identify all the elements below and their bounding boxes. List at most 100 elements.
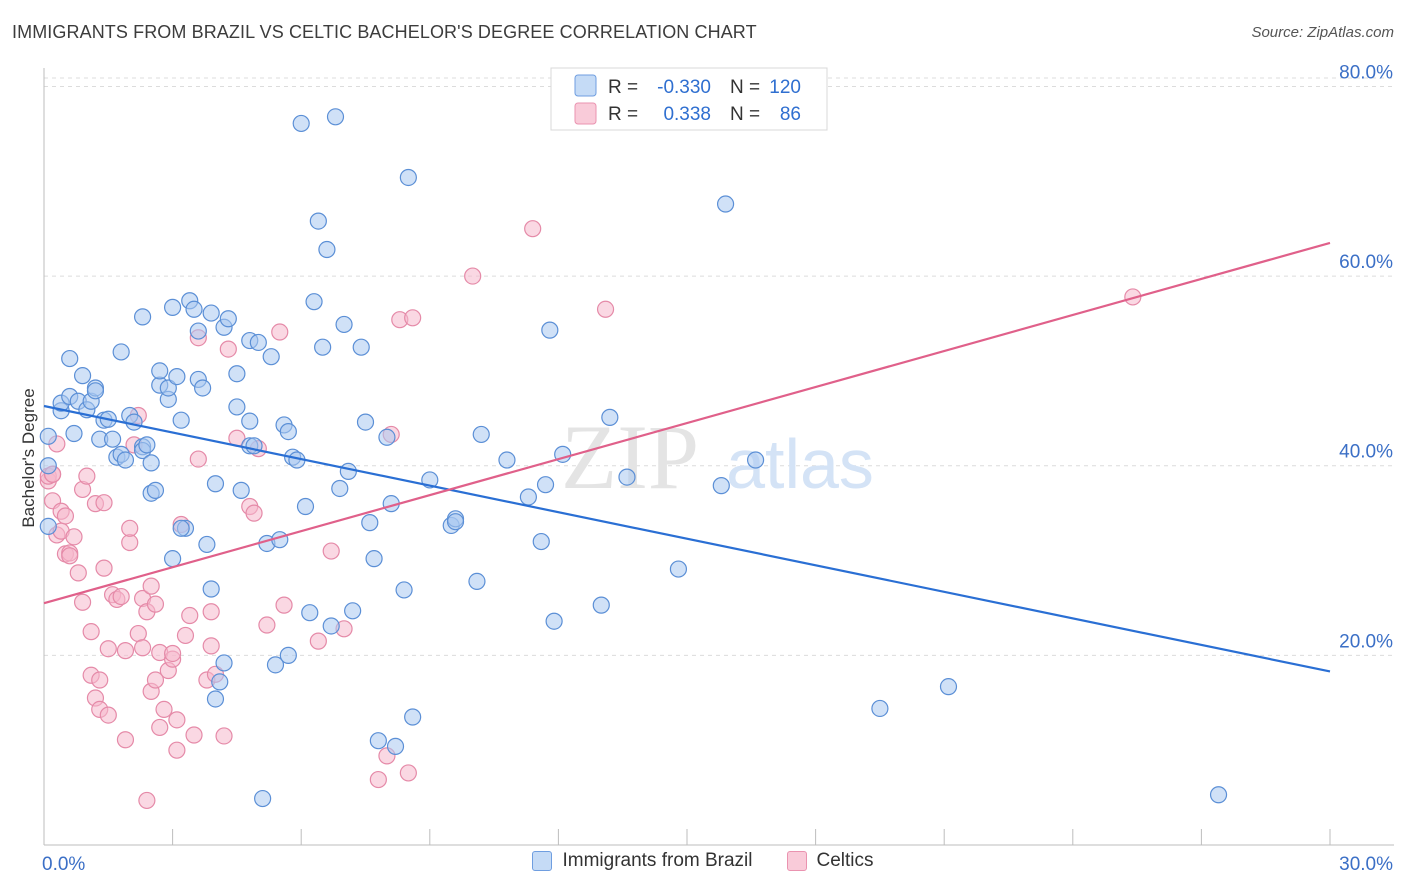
brazil-points [39, 108, 1228, 808]
brazil-point-28 [142, 454, 160, 472]
celtics-point-61 [202, 637, 220, 655]
legend-swatch-brazil [574, 74, 597, 97]
brazil-point-87 [361, 514, 379, 532]
brazil-point-109 [592, 596, 610, 614]
brazil-point-100 [468, 572, 486, 591]
y-axis-label: Bachelor's Degree [19, 388, 38, 527]
celtics-point-64 [219, 340, 237, 358]
legend-r-value-brazil: -0.330 [657, 77, 711, 98]
celtics-point-30 [116, 731, 135, 749]
celtics-point-37 [133, 639, 152, 657]
celtics-point-17 [82, 623, 100, 641]
brazil-point-26 [133, 308, 152, 326]
celtics-point-25 [99, 640, 117, 658]
brazil-point-45 [198, 535, 216, 554]
trend-line-brazil [43, 404, 1331, 673]
grid-layer [44, 77, 1394, 656]
brazil-point-92 [386, 737, 405, 755]
celtics-point-55 [181, 606, 199, 625]
brazil-point-41 [185, 300, 203, 318]
legend-n-value-celtics: 86 [780, 104, 801, 125]
legend-item-brazil[interactable]: Immigrants from Brazil [532, 850, 753, 872]
brazil-point-68 [279, 422, 297, 441]
brazil-point-2 [39, 457, 57, 475]
legend-r-value-celtics: 0.338 [663, 104, 711, 125]
source-credit: Source: ZipAtlas.com [1251, 24, 1394, 41]
brazil-point-0 [39, 517, 57, 536]
brazil-point-93 [395, 581, 413, 599]
brazil-point-57 [241, 412, 259, 430]
brazil-point-23 [125, 413, 143, 431]
legend-item-celtics[interactable]: Celtics [786, 850, 874, 872]
brazil-point-43 [189, 322, 207, 340]
legend-r-label-celtics: R = [608, 104, 638, 125]
legend-swatch-brazil-bottom [532, 851, 553, 871]
celtics-point-31 [116, 642, 135, 660]
brazil-point-49 [206, 690, 225, 708]
celtics-point-11 [61, 547, 79, 565]
legend-n-label-brazil: N = [730, 77, 760, 98]
brazil-point-110 [601, 408, 619, 426]
brazil-point-117 [939, 678, 958, 696]
brazil-point-90 [378, 428, 396, 446]
celtics-point-50 [164, 644, 182, 663]
celtics-point-75 [369, 770, 387, 789]
trend-line-celtics [43, 241, 1331, 605]
brazil-point-61 [249, 333, 267, 352]
brazil-point-51 [215, 654, 233, 672]
celtics-point-72 [309, 632, 327, 650]
legend-r-label-brazil: R = [608, 77, 638, 98]
celtics-point-43 [146, 595, 165, 613]
celtics-point-58 [189, 450, 207, 468]
brazil-point-111 [618, 468, 636, 486]
brazil-point-116 [871, 699, 889, 718]
brazil-point-27 [138, 436, 156, 454]
legend-stats-box: R = -0.330 N = 120 R = 0.338 N = 86 [550, 67, 828, 131]
celtics-point-24 [95, 494, 113, 512]
brazil-point-64 [262, 348, 280, 366]
brazil-point-88 [365, 550, 383, 568]
brazil-point-112 [669, 560, 688, 578]
brazil-point-113 [712, 477, 730, 495]
celtics-point-73 [322, 542, 340, 560]
brazil-point-62 [254, 789, 272, 808]
celtics-point-12 [65, 528, 83, 546]
celtics-point-45 [151, 718, 169, 737]
brazil-point-37 [168, 367, 186, 386]
brazil-point-38 [172, 411, 190, 429]
y-tick-label-2: 60.0% [1339, 252, 1393, 273]
y-tick-label-1: 40.0% [1339, 442, 1393, 463]
celtics-point-35 [129, 624, 147, 643]
brazil-point-103 [519, 488, 537, 506]
celtics-point-13 [69, 564, 87, 582]
brazil-point-30 [146, 481, 165, 499]
celtics-point-41 [142, 577, 160, 595]
brazil-point-79 [322, 617, 340, 635]
brazil-point-72 [292, 114, 310, 133]
series-legend: Immigrants from Brazil Celtics [0, 850, 1406, 872]
axis-layer: 20.0% 40.0% 60.0% 80.0% 0.0% 30.0% [42, 62, 1394, 875]
brazil-point-102 [498, 451, 516, 469]
brazil-point-50 [211, 673, 229, 691]
y-tick-label-3: 80.0% [1339, 62, 1393, 83]
brazil-point-119 [172, 519, 190, 537]
celtics-point-23 [95, 559, 113, 577]
brazil-point-47 [202, 580, 220, 598]
celtics-point-70 [271, 323, 289, 341]
celtics-point-56 [185, 726, 203, 744]
brazil-point-21 [116, 451, 135, 469]
brazil-point-84 [344, 602, 362, 620]
celtics-point-63 [215, 727, 233, 745]
brazil-point-32 [151, 362, 169, 380]
celtics-point-16 [78, 467, 96, 485]
brazil-point-46 [202, 304, 220, 322]
brazil-point-6 [61, 349, 79, 368]
celtics-point-29 [112, 587, 130, 606]
brazil-point-13 [86, 382, 105, 400]
celtics-point-83 [596, 300, 615, 318]
brazil-point-74 [301, 604, 319, 622]
legend-swatch-celtics-bottom [786, 851, 807, 871]
brazil-point-48 [206, 475, 225, 493]
brazil-point-77 [314, 338, 332, 356]
